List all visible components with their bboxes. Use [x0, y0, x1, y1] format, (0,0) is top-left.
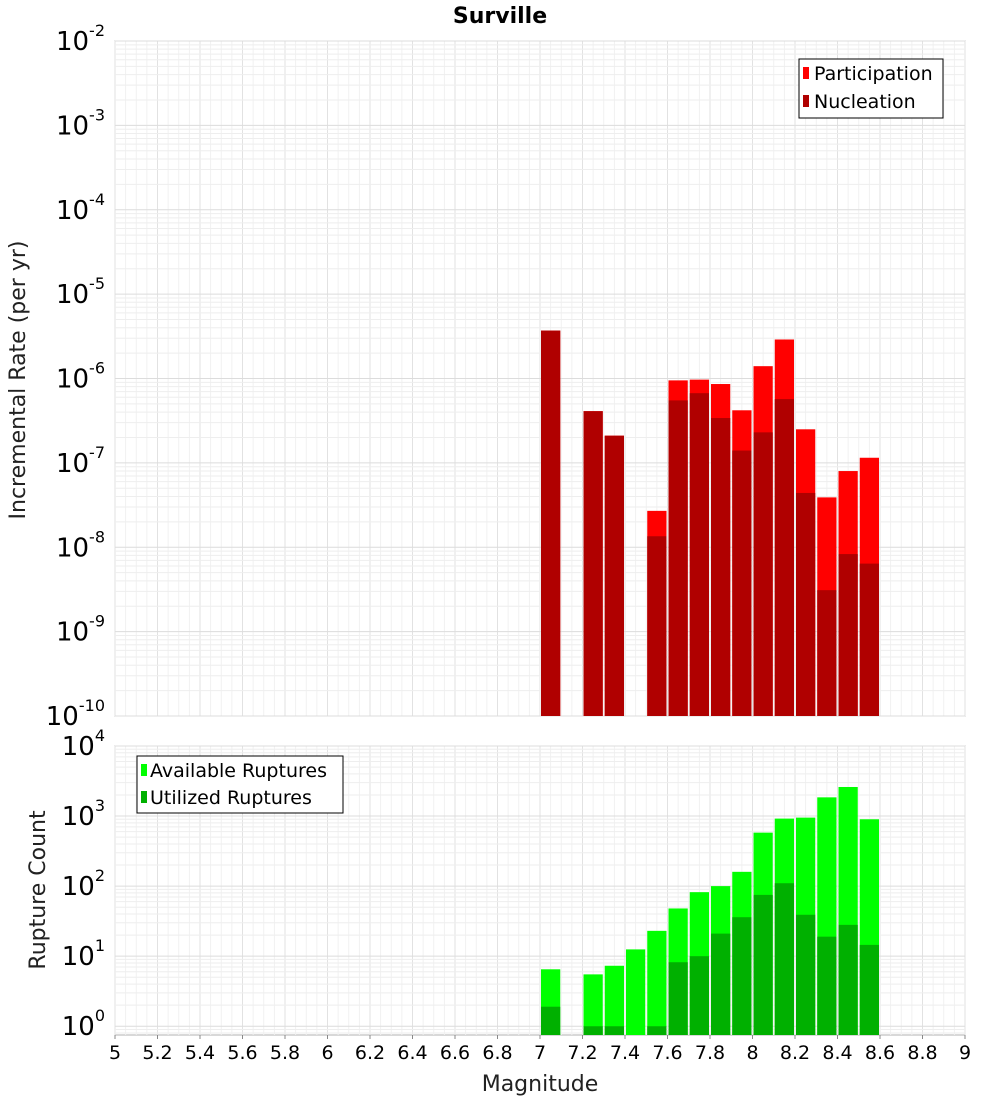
- utilized-legend-swatch: [141, 791, 147, 803]
- chart-title: Surville: [453, 4, 547, 29]
- y-tick-label: 103: [62, 796, 105, 832]
- nucleation-bar: [541, 330, 561, 716]
- nucleation-bar: [583, 411, 603, 716]
- utilized-ruptures-bar: [541, 1006, 561, 1035]
- utilized-ruptures-bar: [668, 962, 688, 1035]
- utilized-ruptures-bar: [859, 944, 879, 1035]
- x-tick-label: 7: [534, 1042, 546, 1064]
- x-axis-ticks: 5 5.2 5.4 5.6 5.8 6 6.2 6.4 6.6 6.8 7 7.2 7.4 7.6 7.8 8…: [109, 1035, 971, 1064]
- nucleation-bar: [817, 590, 837, 716]
- nucleation-bar: [796, 492, 816, 716]
- utilized-ruptures-bar: [838, 924, 858, 1035]
- rate-plot-panel: 10-2 10-3 10-4 10-5 10-6 10-7 10-8 10-9 10-10 Pa…: [6, 4, 966, 732]
- participation-legend-label: Participation: [814, 63, 933, 85]
- utilized-ruptures-bar: [753, 894, 773, 1035]
- x-tick-label: 6.6: [440, 1042, 470, 1064]
- nucleation-bar: [668, 400, 688, 716]
- x-tick-label: 6.2: [355, 1042, 385, 1064]
- nucleation-legend-label: Nucleation: [814, 91, 916, 113]
- y-tick-label: 10-9: [56, 612, 105, 648]
- x-tick-label: 7.8: [695, 1042, 725, 1064]
- x-tick-label: 8.6: [865, 1042, 895, 1064]
- rate-y-ticks: 10-2 10-3 10-4 10-5 10-6 10-7 10-8 10-9 10-10: [46, 21, 105, 732]
- nucleation-bar: [711, 418, 731, 716]
- rupture-legend-box: [136, 755, 344, 814]
- utilized-ruptures-bar: [689, 956, 709, 1035]
- x-tick-label: 9: [959, 1042, 971, 1064]
- utilized-ruptures-bar: [817, 936, 837, 1035]
- x-tick-label: 5: [109, 1042, 121, 1064]
- y-tick-label: 10-6: [56, 359, 105, 395]
- x-tick-label: 8: [746, 1042, 758, 1064]
- utilized-legend-label: Utilized Ruptures: [150, 787, 312, 809]
- y-tick-label: 10-4: [56, 190, 105, 226]
- available-legend-swatch: [141, 764, 147, 776]
- rupture-count-panel: 104 103 102 101 100 Available Ruptures Utili…: [26, 726, 971, 1097]
- x-tick-label: 5.4: [185, 1042, 215, 1064]
- available-ruptures-bar: [647, 930, 667, 1035]
- x-tick-label: 8.2: [780, 1042, 810, 1064]
- rate-y-axis-label: Incremental Rate (per yr): [6, 241, 31, 520]
- available-ruptures-bar: [626, 949, 646, 1035]
- y-tick-label: 10-7: [56, 443, 105, 479]
- y-tick-label: 10-5: [56, 274, 105, 310]
- nucleation-bar: [689, 393, 709, 716]
- nucleation-bar: [647, 536, 667, 716]
- utilized-ruptures-bar: [647, 1026, 667, 1035]
- y-tick-label: 10-3: [56, 105, 105, 141]
- rupture-legend: Available Ruptures Utilized Ruptures: [136, 755, 344, 814]
- x-tick-label: 6.8: [482, 1042, 512, 1064]
- x-axis-label: Magnitude: [482, 1072, 599, 1097]
- x-tick-label: 8.4: [822, 1042, 852, 1064]
- y-tick-label: 104: [62, 726, 105, 762]
- y-tick-label: 10-10: [46, 696, 105, 732]
- x-tick-label: 5.8: [270, 1042, 300, 1064]
- nucleation-bar: [753, 432, 773, 716]
- x-tick-label: 7.6: [652, 1042, 682, 1064]
- nucleation-bar: [859, 563, 879, 716]
- utilized-ruptures-bar: [711, 933, 731, 1035]
- x-tick-label: 7.4: [610, 1042, 640, 1064]
- y-tick-label: 100: [62, 1006, 105, 1042]
- utilized-ruptures-bar: [732, 917, 752, 1035]
- rate-legend: Participation Nucleation: [798, 58, 944, 119]
- y-tick-label: 10-2: [56, 21, 105, 57]
- nucleation-legend-swatch: [803, 95, 809, 107]
- utilized-ruptures-bar: [796, 914, 816, 1035]
- x-tick-label: 5.2: [142, 1042, 172, 1064]
- y-tick-label: 102: [62, 866, 105, 902]
- participation-legend-swatch: [803, 67, 809, 79]
- x-tick-label: 5.6: [227, 1042, 257, 1064]
- nucleation-bar: [604, 435, 624, 716]
- available-legend-label: Available Ruptures: [150, 760, 327, 782]
- rupture-y-axis-label: Rupture Count: [26, 810, 51, 970]
- rate-plot-bars: [541, 330, 879, 716]
- y-tick-label: 101: [62, 936, 105, 972]
- rate-legend-box: [798, 58, 944, 119]
- rupture-plot-bars: [541, 786, 879, 1035]
- available-ruptures-bar: [604, 965, 624, 1035]
- y-tick-label: 10-8: [56, 527, 105, 563]
- x-tick-label: 7.2: [567, 1042, 597, 1064]
- x-tick-label: 6: [321, 1042, 333, 1064]
- nucleation-bar: [732, 450, 752, 716]
- nucleation-bar: [774, 399, 794, 716]
- x-tick-label: 8.8: [907, 1042, 937, 1064]
- x-tick-label: 6.4: [397, 1042, 427, 1064]
- nucleation-bar: [838, 554, 858, 716]
- available-ruptures-bar: [583, 974, 603, 1035]
- utilized-ruptures-bar: [774, 883, 794, 1035]
- utilized-ruptures-bar: [583, 1026, 603, 1035]
- utilized-ruptures-bar: [604, 1026, 624, 1035]
- rupture-y-ticks: 104 103 102 101 100: [62, 726, 105, 1042]
- rate-plot-grid: [114, 40, 966, 717]
